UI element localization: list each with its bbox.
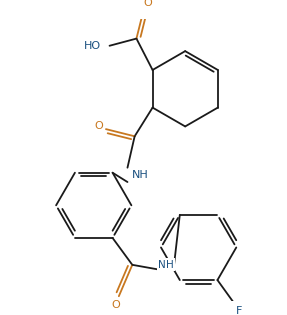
Text: F: F [236, 306, 242, 315]
Text: H: H [166, 260, 174, 270]
Text: N: N [158, 260, 166, 270]
Text: HO: HO [84, 41, 100, 51]
Text: NH: NH [132, 170, 148, 180]
Text: O: O [94, 121, 103, 130]
Text: O: O [144, 0, 152, 8]
Text: O: O [111, 300, 120, 310]
